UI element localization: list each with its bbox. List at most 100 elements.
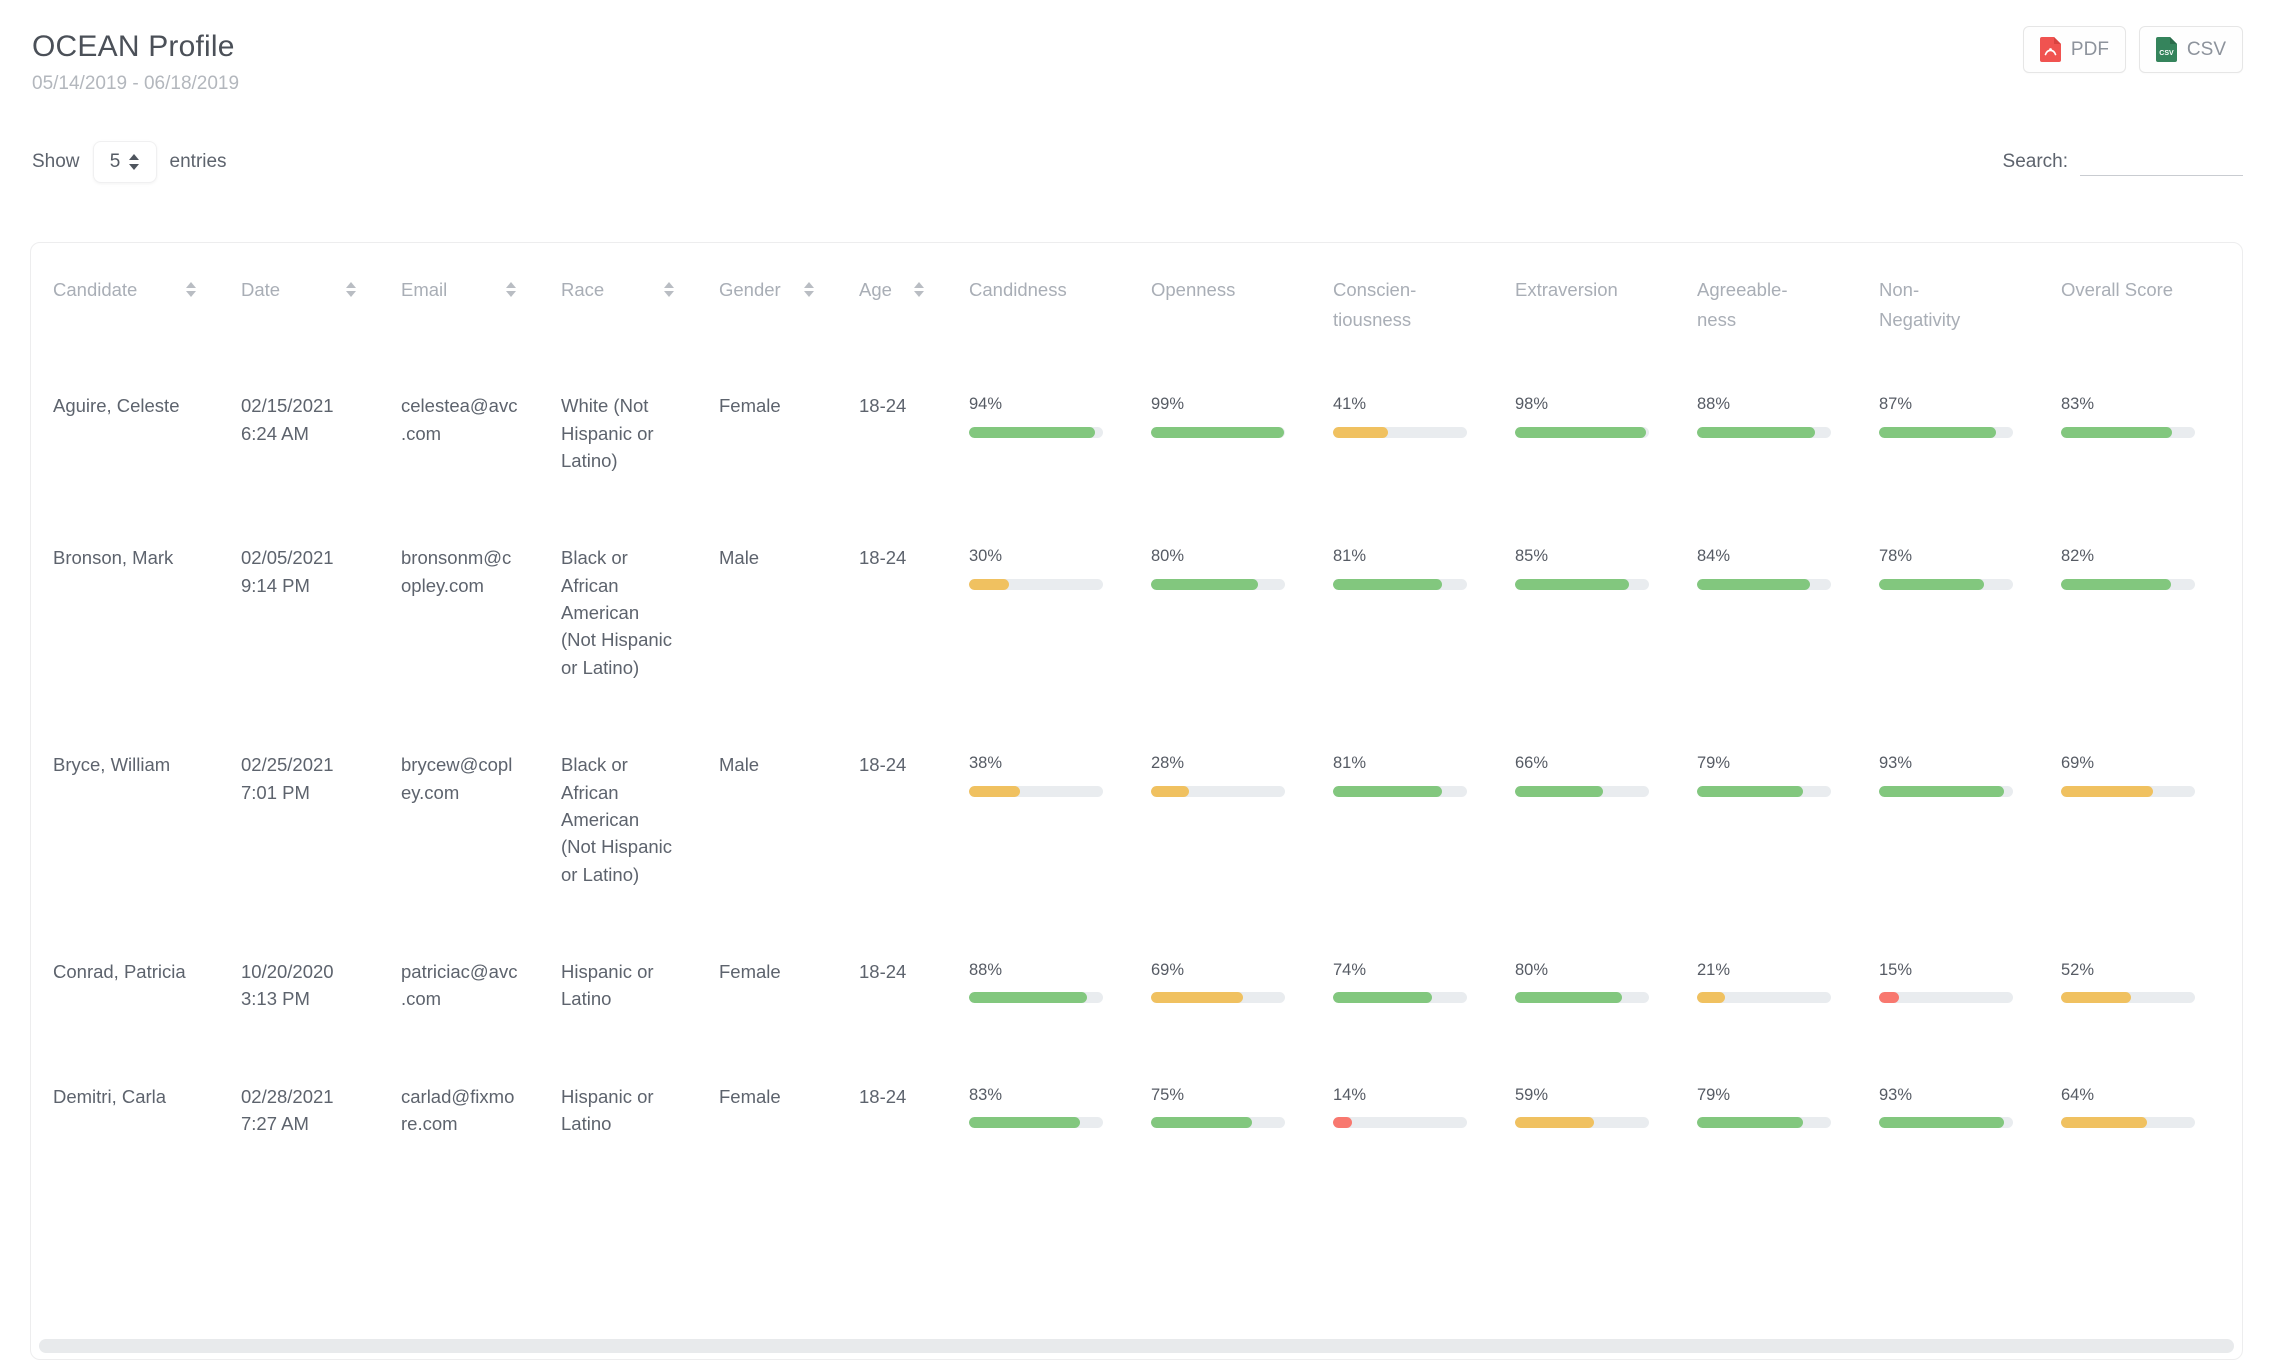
column-header-email[interactable]: Email — [401, 243, 561, 362]
progress-bar — [1697, 426, 1831, 438]
page-title: OCEAN Profile — [32, 30, 235, 63]
column-header-agreeable-ness: Agreeable- ness — [1697, 243, 1879, 362]
column-header-candidness: Candidness — [969, 243, 1151, 362]
sort-arrows-icon[interactable] — [346, 282, 356, 297]
entries-count-input[interactable]: 5 — [92, 141, 157, 183]
cell-score-candidness: 88% — [969, 928, 1151, 1053]
cell-score-extraversion: 59% — [1515, 1053, 1697, 1178]
cell-gender: Male — [719, 754, 760, 776]
cell-score-candidness: 83% — [969, 1053, 1151, 1178]
score-percent: 66% — [1515, 754, 1549, 773]
sort-arrows-icon[interactable] — [506, 282, 516, 297]
progress-bar — [1151, 578, 1285, 590]
cell-score-agreeableness: 79% — [1697, 1053, 1879, 1178]
cell-age: 18-24 — [859, 754, 907, 776]
page-header: OCEAN Profile 05/14/2019 - 06/18/2019 PD… — [0, 0, 2273, 95]
progress-bar — [1879, 578, 2013, 590]
score-percent: 88% — [969, 961, 1003, 980]
score-percent: 93% — [1879, 1085, 1913, 1104]
cell-gender: Female — [719, 961, 781, 983]
column-label: Email — [401, 279, 448, 300]
progress-bar — [2061, 578, 2195, 590]
column-label: Candidate — [53, 279, 138, 300]
table-row: Conrad, Patricia 10/20/2020 3:13 PM patr… — [31, 928, 2242, 1053]
column-header-date[interactable]: Date — [241, 243, 401, 362]
sort-arrows-icon[interactable] — [186, 282, 196, 297]
progress-bar — [969, 785, 1103, 797]
table-row: Bronson, Mark 02/05/2021 9:14 PM bronson… — [31, 514, 2242, 721]
export-pdf-button[interactable]: PDF — [2022, 26, 2126, 73]
score-percent: 80% — [1151, 547, 1185, 566]
sort-arrows-icon[interactable] — [914, 282, 924, 297]
cell-race: Hispanic or Latino — [561, 961, 654, 1010]
column-header-race[interactable]: Race — [561, 243, 719, 362]
cell-score-conscientiousness: 81% — [1333, 721, 1515, 928]
progress-bar — [2061, 426, 2195, 438]
spinner-arrows-icon[interactable] — [129, 154, 140, 170]
export-buttons: PDF CSV CSV — [2022, 26, 2243, 73]
column-header-gender[interactable]: Gender — [719, 243, 859, 362]
cell-gender: Female — [719, 395, 781, 417]
cell-score-non-negativity: 87% — [1879, 362, 2061, 514]
progress-bar — [1333, 426, 1467, 438]
horizontal-scrollbar[interactable] — [39, 1339, 2234, 1353]
search-input[interactable] — [2080, 148, 2243, 176]
progress-bar — [1515, 785, 1649, 797]
progress-bar — [2061, 785, 2195, 797]
cell-score-overall: 83% — [2061, 362, 2242, 514]
score-percent: 81% — [1333, 547, 1367, 566]
cell-score-non-negativity: 93% — [1879, 721, 2061, 928]
search-control: Search: — [2003, 148, 2243, 176]
cell-race: White (Not Hispanic or Latino) — [561, 395, 654, 471]
cell-score-openness: 28% — [1151, 721, 1333, 928]
cell-email: patriciac@avc.com — [401, 961, 518, 1010]
cell-score-non-negativity: 15% — [1879, 928, 2061, 1053]
export-csv-button[interactable]: CSV CSV — [2138, 26, 2243, 73]
entries-label: entries — [169, 151, 227, 172]
cell-score-overall: 69% — [2061, 721, 2242, 928]
column-label: Non- Negativity — [1879, 279, 1961, 330]
score-percent: 94% — [969, 395, 1003, 414]
column-label: Conscien- tiousness — [1333, 279, 1417, 330]
results-table-card: Candidate Date Email Race Gender Age Candidnes… — [30, 242, 2243, 1360]
entries-value: 5 — [109, 151, 121, 172]
cell-score-extraversion: 66% — [1515, 721, 1697, 928]
progress-bar — [1151, 785, 1285, 797]
score-percent: 15% — [1879, 961, 1913, 980]
cell-score-conscientiousness: 74% — [1333, 928, 1515, 1053]
score-percent: 79% — [1697, 754, 1731, 773]
table-row: Demitri, Carla 02/28/2021 7:27 AM carlad… — [31, 1053, 2242, 1178]
cell-race: Hispanic or Latino — [561, 1085, 654, 1135]
column-label: Candidness — [969, 279, 1067, 300]
progress-bar — [1879, 992, 2013, 1004]
column-header-age[interactable]: Age — [859, 243, 969, 362]
progress-bar — [1333, 578, 1467, 590]
sort-arrows-icon[interactable] — [664, 282, 674, 297]
show-entries-control: Show 5 entries — [32, 141, 227, 183]
cell-date: 02/28/2021 7:27 AM — [241, 1085, 334, 1135]
score-percent: 93% — [1879, 754, 1913, 773]
score-percent: 98% — [1515, 395, 1549, 414]
progress-bar — [969, 578, 1103, 590]
score-percent: 80% — [1515, 961, 1549, 980]
progress-bar — [969, 1117, 1103, 1129]
sort-arrows-icon[interactable] — [804, 282, 814, 297]
progress-bar — [969, 992, 1103, 1004]
cell-score-extraversion: 80% — [1515, 928, 1697, 1053]
cell-date: 02/05/2021 9:14 PM — [241, 547, 334, 596]
column-header-candidate[interactable]: Candidate — [31, 243, 241, 362]
progress-bar — [1697, 992, 1831, 1004]
column-header-openness: Openness — [1151, 243, 1333, 362]
progress-bar — [1333, 992, 1467, 1004]
progress-bar — [1151, 992, 1285, 1004]
cell-score-openness: 69% — [1151, 928, 1333, 1053]
pdf-button-label: PDF — [2070, 38, 2109, 60]
column-header-conscien-tiousness: Conscien- tiousness — [1333, 243, 1515, 362]
progress-bar — [1151, 1117, 1285, 1129]
progress-bar — [1879, 426, 2013, 438]
cell-age: 18-24 — [859, 1085, 907, 1107]
score-percent: 78% — [1879, 547, 1913, 566]
progress-bar — [2061, 992, 2195, 1004]
score-percent: 21% — [1697, 961, 1731, 980]
search-label: Search: — [2002, 151, 2068, 172]
